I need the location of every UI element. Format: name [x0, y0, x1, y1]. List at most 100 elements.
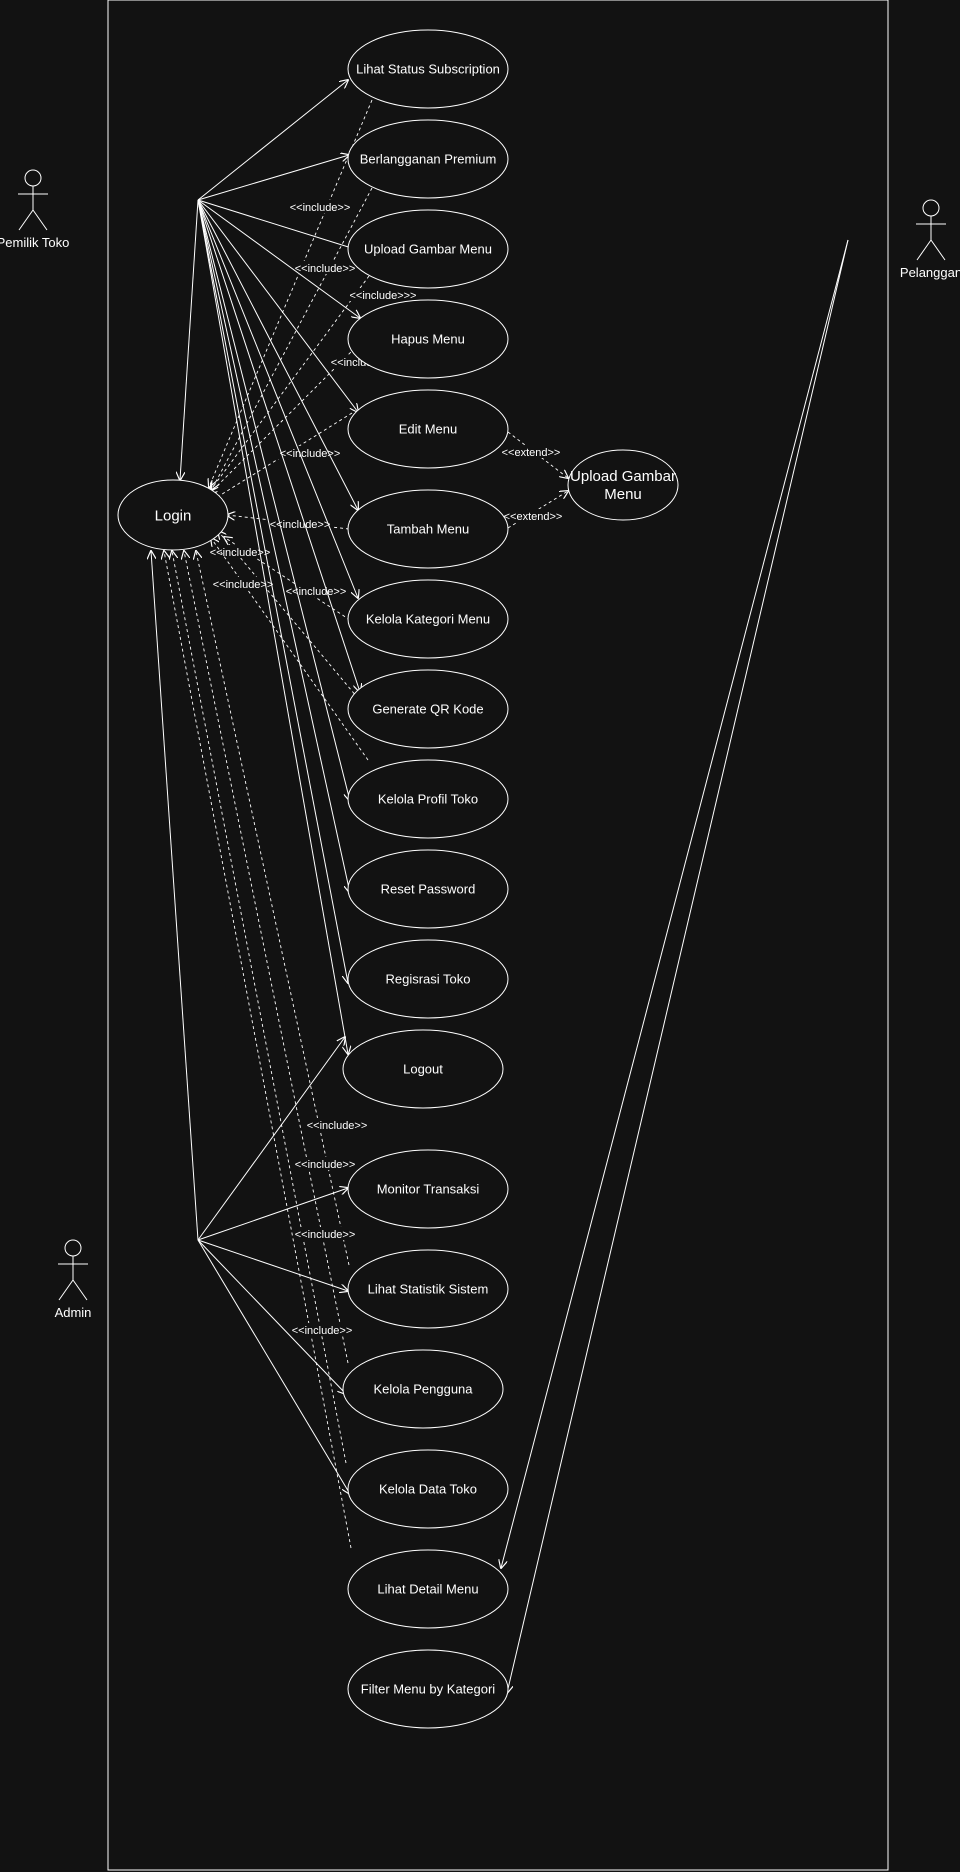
include-line-edit-menu-to-login — [211, 412, 353, 501]
use-case-kelola-pengguna[interactable]: Kelola Pengguna — [342, 1349, 504, 1429]
include-line-generate-qr-to-login — [218, 531, 363, 704]
include-line-hapus-menu-to-login — [209, 347, 356, 494]
include-label-bg — [207, 545, 273, 558]
include-label: <<include>> — [270, 519, 331, 531]
use-case-ellipse — [347, 939, 509, 1019]
use-case-ellipse — [347, 119, 509, 199]
use-case-label: Logout — [403, 1062, 443, 1077]
use-case-ellipse — [347, 759, 509, 839]
use-case-lihat-detail[interactable]: Lihat Detail Menu — [347, 1549, 509, 1629]
actor-label: Pelanggan — [900, 265, 960, 280]
actor-layer: Pemilik Toko Pelanggan Admin — [0, 169, 960, 1320]
association-admin-to-statistik — [197, 1239, 348, 1291]
use-case-monitor[interactable]: Monitor Transaksi — [347, 1149, 509, 1229]
use-case-logout[interactable]: Logout — [342, 1029, 504, 1109]
use-case-upload-gambar[interactable]: Upload Gambar Menu — [347, 209, 509, 289]
use-case-ellipse — [347, 1249, 509, 1329]
use-case-ellipse — [347, 669, 509, 749]
include-line-upload-gambar-to-login — [210, 275, 370, 491]
extend-label: <<extend>> — [502, 447, 561, 459]
use-case-kelola-data-toko[interactable]: Kelola Data Toko — [347, 1449, 509, 1529]
use-case-ellipse — [347, 1649, 509, 1729]
use-case-lihat-status[interactable]: Lihat Status Subscription — [347, 29, 509, 109]
include-label-bg — [292, 1157, 358, 1170]
include-label: <<include>> — [280, 448, 341, 460]
use-case-ellipse — [347, 389, 509, 469]
association-pemilik-to-kelola-kategori — [197, 199, 358, 598]
association-pemilik-to-lihat-status — [197, 80, 348, 201]
include-label: <<include>> — [295, 1229, 356, 1241]
use-case-ellipse — [347, 849, 509, 929]
use-case-ellipse — [347, 29, 509, 109]
association-pemilik-to-registrasi — [197, 199, 348, 983]
use-case-reset-password[interactable]: Reset Password — [347, 849, 509, 929]
actor-pemilik[interactable]: Pemilik Toko — [0, 169, 69, 250]
actor-pelanggan[interactable]: Pelanggan — [900, 199, 960, 280]
include-label-bg — [292, 261, 358, 274]
use-case-kelola-profil[interactable]: Kelola Profil Toko — [347, 759, 509, 839]
association-admin-to-login — [151, 551, 199, 1241]
include-line-statistik-to-login — [184, 551, 349, 1364]
use-case-login[interactable]: Login — [117, 479, 229, 551]
use-case-berlangganan[interactable]: Berlangganan Premium — [347, 119, 509, 199]
association-pelanggan-to-lihat-detail — [501, 239, 849, 1568]
association-admin-to-kelola-data-toko — [197, 1239, 350, 1494]
use-case-hapus-menu[interactable]: Hapus Menu — [347, 299, 509, 379]
use-case-ellipse — [117, 479, 229, 551]
include-label: <<include>> — [292, 1325, 353, 1337]
association-pemilik-to-generate-qr — [197, 199, 360, 692]
association-pemilik-to-logout — [197, 199, 348, 1054]
use-case-upload-gambar-ext[interactable]: Upload Gambar Menu — [567, 449, 679, 521]
include-label: <<include>> — [286, 586, 347, 598]
use-case-ellipse — [342, 1349, 504, 1429]
use-case-label: Upload Gambar Menu — [364, 242, 492, 257]
use-case-label: Monitor Transaksi — [377, 1182, 480, 1197]
include-label: <<include>> — [213, 579, 274, 591]
use-case-statistik[interactable]: Lihat Statistik Sistem — [347, 1249, 509, 1329]
include-line-kelola-data-toko-to-login — [164, 551, 352, 1549]
use-case-ellipse — [347, 299, 509, 379]
actor-figure-icon — [916, 199, 946, 261]
include-line-berlangganan-to-login — [212, 187, 373, 489]
include-label-bg — [283, 584, 349, 597]
include-line-kelola-kategori-to-login — [224, 537, 351, 621]
include-label: <<include>> — [290, 202, 351, 214]
use-case-label: Reset Password — [381, 882, 476, 897]
use-case-ellipse — [347, 1149, 509, 1229]
association-admin-to-kelola-pengguna — [197, 1239, 346, 1394]
use-case-tambah-menu[interactable]: Tambah Menu — [347, 489, 509, 569]
actor-figure-icon — [18, 169, 48, 231]
use-case-ellipse — [347, 1449, 509, 1529]
include-line-monitor-to-login — [196, 551, 350, 1266]
use-case-edit-menu[interactable]: Edit Menu — [347, 389, 509, 469]
use-case-ellipse — [342, 1029, 504, 1109]
use-case-label: Kelola Pengguna — [373, 1382, 473, 1397]
use-case-ellipse — [347, 489, 509, 569]
use-case-label: Lihat Statistik Sistem — [368, 1282, 489, 1297]
use-case-ellipse — [347, 209, 509, 289]
dependency-layer: <<include>> <<include>> <<include>>> <<incl… — [164, 99, 568, 1549]
use-case-ellipse — [347, 579, 509, 659]
use-case-kelola-kategori[interactable]: Kelola Kategori Menu — [347, 579, 509, 659]
association-admin-to-monitor — [197, 1188, 348, 1241]
use-case-filter-menu[interactable]: Filter Menu by Kategori — [347, 1649, 509, 1729]
association-pemilik-to-login — [180, 199, 199, 480]
actor-label: Pemilik Toko — [0, 235, 69, 250]
use-case-label: Upload Gambar Menu — [570, 468, 676, 503]
use-case-label: Kelola Kategori Menu — [366, 612, 490, 627]
include-label-bg — [287, 200, 353, 213]
extend-label-bg — [501, 509, 565, 522]
use-case-label: Regisrasi Toko — [385, 972, 470, 987]
use-case-label: Lihat Status Subscription — [356, 62, 500, 77]
use-case-label: Tambah Menu — [387, 522, 469, 537]
use-case-generate-qr[interactable]: Generate QR Kode — [347, 669, 509, 749]
association-admin-to-logout — [197, 1037, 345, 1241]
actor-label: Admin — [55, 1305, 92, 1320]
actor-admin[interactable]: Admin — [55, 1239, 92, 1320]
association-pemilik-to-hapus-menu — [197, 199, 360, 318]
include-label-bg — [292, 1227, 358, 1240]
use-case-label: Hapus Menu — [391, 332, 465, 347]
association-pelanggan-to-filter-menu — [507, 239, 849, 1693]
use-case-registrasi[interactable]: Regisrasi Toko — [347, 939, 509, 1019]
